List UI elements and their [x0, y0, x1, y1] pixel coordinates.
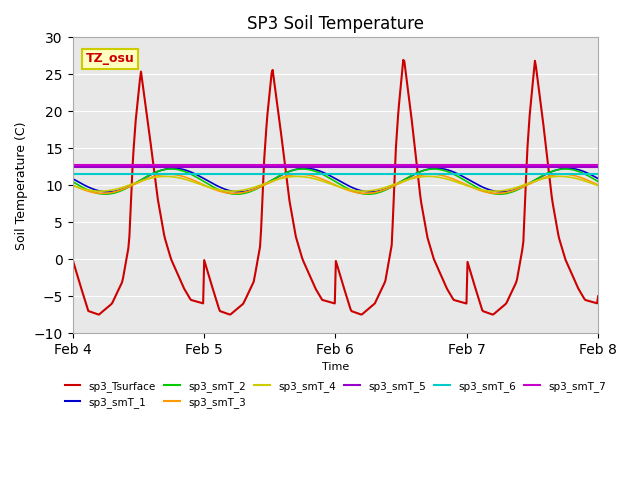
sp3_smT_1 — [354, 187, 362, 192]
sp3_smT_7 — [68, 162, 76, 168]
sp3_smT_4 — [383, 184, 390, 190]
sp3_smT_1 — [170, 166, 177, 171]
Line: sp3_smT_3: sp3_smT_3 — [72, 174, 598, 193]
sp3_smT_5 — [321, 164, 329, 169]
sp3_smT_1 — [502, 189, 509, 195]
sp3_smT_3 — [319, 177, 327, 182]
sp3_smT_6 — [381, 171, 389, 177]
sp3_smT_4 — [323, 180, 330, 185]
sp3_smT_7 — [321, 162, 329, 168]
sp3_smT_4 — [595, 183, 602, 189]
sp3_smT_7 — [318, 162, 326, 168]
sp3_smT_2 — [323, 173, 330, 179]
sp3_smT_4 — [319, 179, 327, 184]
sp3_smT_1 — [319, 169, 327, 175]
sp3_smT_7 — [381, 162, 389, 168]
sp3_smT_4 — [68, 183, 76, 189]
X-axis label: Time: Time — [322, 362, 349, 372]
sp3_smT_1 — [383, 186, 390, 192]
sp3_smT_1 — [499, 189, 506, 195]
sp3_smT_2 — [584, 173, 591, 179]
sp3_smT_4 — [584, 179, 591, 185]
sp3_smT_5 — [499, 164, 507, 169]
sp3_smT_2 — [68, 179, 76, 184]
sp3_smT_3 — [354, 190, 362, 196]
sp3_smT_4 — [228, 188, 236, 194]
sp3_smT_3 — [323, 178, 330, 184]
sp3_Tsurface — [502, 301, 509, 307]
sp3_smT_6 — [321, 171, 329, 177]
Y-axis label: Soil Temperature (C): Soil Temperature (C) — [15, 121, 28, 250]
sp3_smT_3 — [68, 182, 76, 188]
sp3_smT_4 — [425, 173, 433, 179]
sp3_Tsurface — [584, 298, 591, 303]
sp3_smT_3 — [595, 182, 602, 188]
sp3_Tsurface — [319, 297, 327, 303]
sp3_Tsurface — [354, 311, 362, 316]
Line: sp3_smT_4: sp3_smT_4 — [72, 176, 598, 191]
sp3_smT_7 — [595, 162, 602, 168]
sp3_smT_1 — [595, 176, 602, 181]
sp3_smT_2 — [595, 179, 602, 184]
sp3_smT_7 — [582, 162, 589, 168]
sp3_Tsurface — [323, 298, 330, 304]
sp3_smT_6 — [582, 171, 589, 177]
sp3_smT_2 — [502, 191, 509, 196]
sp3_smT_2 — [430, 166, 438, 172]
sp3_smT_5 — [582, 164, 589, 169]
sp3_smT_4 — [354, 188, 362, 194]
sp3_smT_7 — [353, 162, 361, 168]
sp3_smT_3 — [164, 171, 172, 177]
sp3_smT_6 — [595, 171, 602, 177]
sp3_smT_1 — [323, 171, 330, 177]
sp3_smT_5 — [381, 164, 389, 169]
sp3_smT_3 — [383, 186, 390, 192]
sp3_smT_6 — [353, 171, 361, 177]
sp3_smT_5 — [353, 164, 361, 169]
sp3_smT_5 — [68, 164, 76, 169]
sp3_smT_2 — [383, 187, 390, 192]
Title: SP3 Soil Temperature: SP3 Soil Temperature — [247, 15, 424, 33]
sp3_smT_1 — [68, 176, 76, 181]
sp3_Tsurface — [399, 57, 407, 63]
sp3_Tsurface — [595, 293, 602, 299]
Line: sp3_smT_1: sp3_smT_1 — [72, 168, 598, 192]
sp3_smT_7 — [499, 162, 507, 168]
sp3_smT_3 — [493, 191, 501, 196]
sp3_smT_3 — [584, 177, 591, 183]
sp3_Tsurface — [68, 256, 76, 262]
sp3_smT_6 — [68, 171, 76, 177]
sp3_smT_5 — [595, 164, 602, 169]
sp3_Tsurface — [383, 272, 390, 278]
sp3_smT_3 — [502, 190, 509, 195]
Line: sp3_smT_2: sp3_smT_2 — [72, 169, 598, 194]
sp3_smT_5 — [318, 164, 326, 169]
sp3_smT_6 — [499, 171, 507, 177]
sp3_Tsurface — [95, 312, 102, 318]
Line: sp3_Tsurface: sp3_Tsurface — [72, 60, 598, 315]
sp3_smT_6 — [318, 171, 326, 177]
sp3_smT_4 — [502, 187, 509, 193]
Text: TZ_osu: TZ_osu — [86, 52, 134, 65]
sp3_smT_2 — [233, 191, 241, 197]
Legend: sp3_Tsurface, sp3_smT_1, sp3_smT_2, sp3_smT_3, sp3_smT_4, sp3_smT_5, sp3_smT_6, : sp3_Tsurface, sp3_smT_1, sp3_smT_2, sp3_… — [60, 377, 610, 412]
sp3_smT_2 — [319, 172, 327, 178]
sp3_smT_1 — [584, 170, 591, 176]
sp3_smT_2 — [354, 190, 362, 195]
